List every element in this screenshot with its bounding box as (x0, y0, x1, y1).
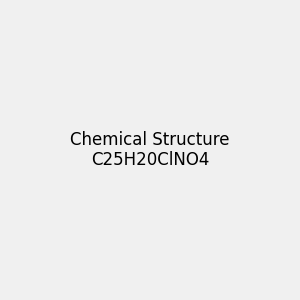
Text: Chemical Structure
C25H20ClNO4: Chemical Structure C25H20ClNO4 (70, 130, 230, 170)
